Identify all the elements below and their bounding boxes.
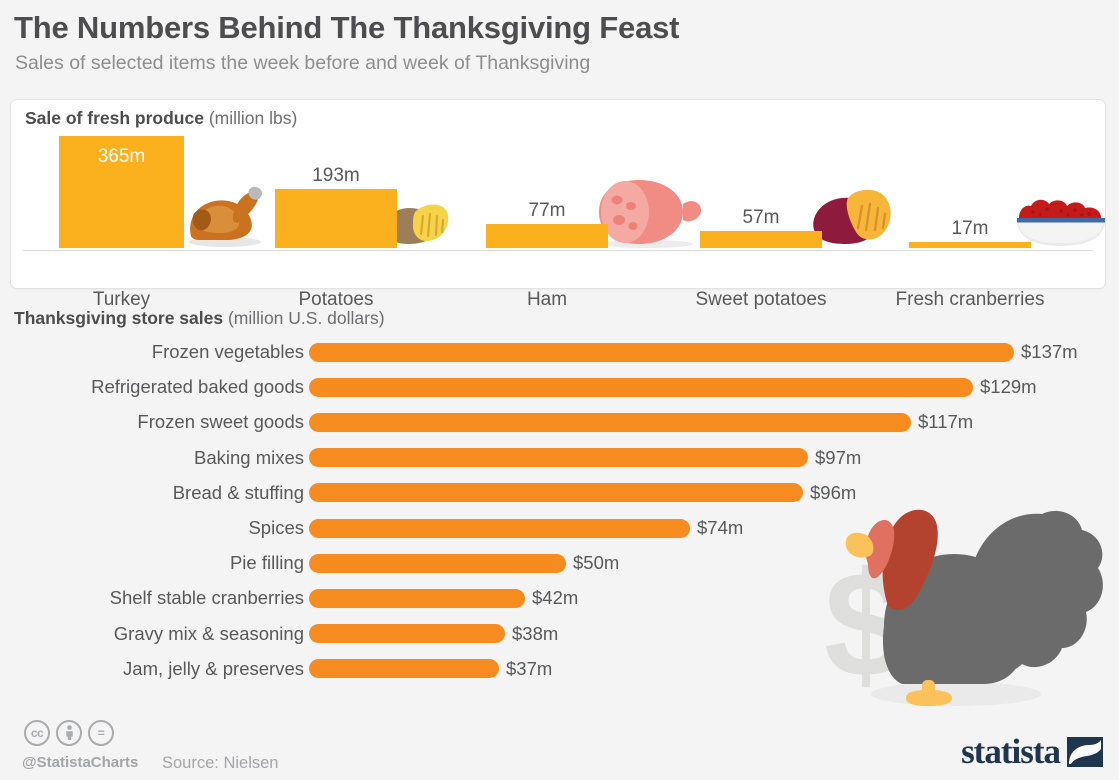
- store-sales-chart: Frozen vegetables $137m Refrigerated baked…: [0, 336, 1119, 691]
- store-sales-title-main: Thanksgiving store sales: [14, 308, 224, 328]
- sales-bar-row: Frozen sweet goods $117m: [0, 406, 1119, 440]
- sales-category-label: Spices: [248, 517, 304, 538]
- sales-bar[interactable]: [309, 624, 505, 644]
- sales-value-label: $74m: [697, 517, 744, 538]
- sales-value-label: $137m: [1021, 341, 1078, 362]
- cc-nd-equals-icon: =: [88, 720, 114, 746]
- produce-category-label: Fresh cranberries: [895, 289, 1045, 310]
- sales-bar[interactable]: [309, 588, 525, 608]
- sales-bar-row: Spices $74m: [0, 512, 1119, 546]
- fresh-produce-panel: Sale of fresh produce (million lbs) 365m…: [10, 99, 1106, 310]
- sales-category-label: Jam, jelly & preserves: [123, 657, 304, 679]
- cc-nd-icon-label: =: [97, 726, 105, 740]
- sales-category-label: Pie filling: [229, 552, 304, 574]
- cc-icon-label: cc: [30, 726, 44, 740]
- sales-category-label: Refrigerated baked goods: [91, 376, 304, 398]
- roast-turkey-icon: [189, 186, 263, 247]
- produce-bar[interactable]: [909, 242, 1031, 248]
- produce-value-label: 365m: [97, 146, 146, 167]
- sales-value-label: $38m: [512, 622, 559, 644]
- sales-bar-row: Shelf stable cranberries $42m: [0, 582, 1119, 616]
- produce-column: 365m Turkey: [59, 136, 264, 310]
- potato-icon: [386, 204, 449, 244]
- sales-bar[interactable]: [309, 412, 911, 432]
- produce-column: 193m Potatoes: [275, 136, 463, 310]
- fresh-produce-title: Sale of fresh produce (million lbs): [25, 108, 297, 129]
- produce-bar[interactable]: [700, 231, 822, 248]
- sales-bar-row: Frozen vegetables $137m: [0, 336, 1119, 370]
- statista-wordmark: statista: [961, 732, 1061, 771]
- sales-category-label: Shelf stable cranberries: [109, 587, 304, 609]
- produce-column: 77m Ham: [486, 136, 720, 310]
- sales-category-label: Frozen sweet goods: [137, 411, 304, 433]
- turkey-mascot-icon: $: [824, 509, 1103, 708]
- sales-bar-row: Gravy mix & seasoning $38m: [0, 618, 1119, 652]
- page-subtitle: Sales of selected items the week before …: [15, 51, 591, 74]
- sales-bar[interactable]: [309, 342, 1014, 362]
- produce-category-label: Sweet potatoes: [695, 289, 827, 310]
- sales-bar-row: Refrigerated baked goods $129m: [0, 371, 1119, 405]
- produce-value-label: 77m: [528, 200, 566, 221]
- sales-category-label: Gravy mix & seasoning: [113, 622, 304, 644]
- source-credit: Source: Nielsen: [162, 754, 279, 772]
- sales-category-label: Baking mixes: [193, 446, 304, 468]
- sales-category-label: Bread & stuffing: [172, 481, 304, 503]
- person-glyph-icon: [65, 725, 73, 740]
- fresh-produce-chart: 365m Turkey 193m Potatoes 77m Ham 57m Sweet …: [23, 136, 1105, 310]
- produce-column: 17m Fresh cranberries: [896, 136, 1119, 310]
- sales-bar[interactable]: [309, 553, 566, 573]
- produce-value-label: 57m: [742, 207, 780, 228]
- sales-value-label: $97m: [815, 446, 862, 468]
- statista-mark-icon: [1067, 736, 1103, 767]
- sales-value-label: $96m: [810, 481, 857, 503]
- sales-bar[interactable]: [309, 377, 973, 397]
- sales-category-label: Frozen vegetables: [151, 341, 304, 362]
- produce-baseline: [23, 250, 1093, 251]
- fresh-produce-title-main: Sale of fresh produce: [25, 108, 204, 128]
- sales-bar[interactable]: [309, 518, 690, 538]
- sales-value-label: $42m: [532, 587, 579, 609]
- sales-bar[interactable]: [309, 448, 808, 468]
- produce-bar[interactable]: [59, 136, 184, 248]
- cc-icon: cc: [24, 720, 50, 746]
- sales-bar[interactable]: [309, 659, 499, 679]
- sweet-potato-icon: [813, 189, 891, 244]
- produce-value-label: 193m: [312, 165, 360, 186]
- produce-column: 57m Sweet potatoes: [696, 136, 914, 310]
- store-sales-title-unit: (million U.S. dollars): [227, 308, 385, 328]
- page-title: The Numbers Behind The Thanksgiving Feas…: [14, 10, 680, 45]
- produce-value-label: 17m: [951, 218, 989, 239]
- store-sales-title: Thanksgiving store sales (million U.S. d…: [14, 308, 385, 329]
- sales-bar-row: Pie filling $50m: [0, 547, 1119, 581]
- cranberry-bowl-icon: [1017, 199, 1105, 246]
- produce-category-label: Potatoes: [298, 289, 374, 310]
- sales-bar-row: Bread & stuffing $96m: [0, 477, 1119, 511]
- statista-handle: @StatistaCharts: [22, 754, 139, 771]
- produce-bar[interactable]: [275, 189, 397, 248]
- footer: cc = @StatistaCharts Source: Nielsen sta…: [0, 708, 1119, 780]
- sales-bar[interactable]: [309, 483, 803, 503]
- sales-bar-row: Baking mixes $97m: [0, 442, 1119, 476]
- sales-value-label: $50m: [573, 552, 620, 574]
- produce-bar[interactable]: [486, 224, 608, 248]
- cc-by-person-icon: [56, 720, 82, 746]
- produce-category-label: Ham: [526, 289, 568, 310]
- fresh-produce-title-unit: (million lbs): [208, 108, 298, 128]
- ham-icon: [599, 180, 701, 248]
- produce-category-label: Turkey: [92, 289, 151, 310]
- sales-value-label: $129m: [980, 376, 1037, 398]
- sales-bar-row: Jam, jelly & preserves $37m: [0, 653, 1119, 687]
- statista-logo: statista: [961, 734, 1103, 769]
- sales-value-label: $117m: [918, 411, 974, 433]
- sales-value-label: $37m: [506, 657, 553, 679]
- header: The Numbers Behind The Thanksgiving Feas…: [0, 0, 1119, 75]
- creative-commons-icons: cc =: [24, 720, 114, 746]
